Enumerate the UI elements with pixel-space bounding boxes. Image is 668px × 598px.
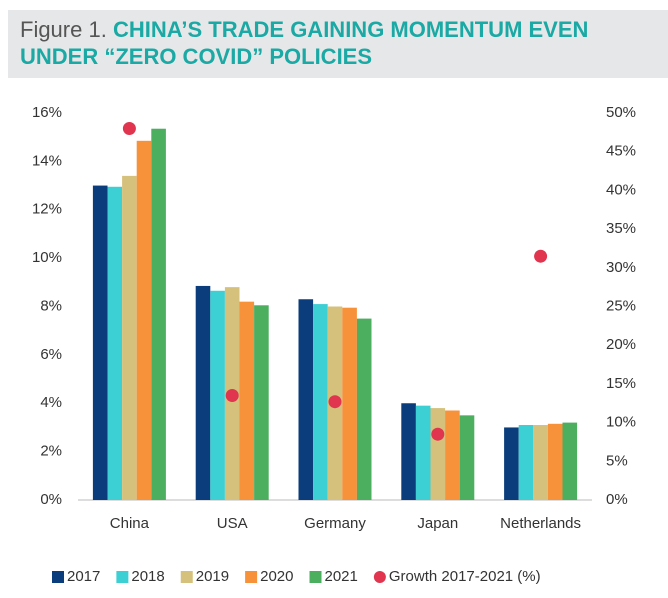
bar <box>239 301 255 500</box>
y-tick-label: 4% <box>40 394 62 411</box>
bar <box>533 425 548 500</box>
bar <box>504 427 519 500</box>
legend-label: 2021 <box>325 568 358 585</box>
x-tick-label: Japan <box>417 515 458 532</box>
growth-dot <box>328 395 342 409</box>
bar <box>547 423 563 500</box>
y2-tick-label: 35% <box>606 220 636 237</box>
bar <box>313 304 328 500</box>
y-tick-label: 8% <box>40 297 62 314</box>
bar <box>107 186 123 500</box>
legend-swatch <box>309 571 322 583</box>
legend-label: 2017 <box>67 568 100 585</box>
y2-tick-label: 45% <box>606 143 636 160</box>
bar <box>445 410 460 500</box>
bar <box>122 175 137 500</box>
bar <box>562 422 578 500</box>
bar <box>151 128 166 501</box>
title-prefix: Figure 1. <box>20 17 107 42</box>
bar <box>430 408 446 500</box>
y-tick-label: 16% <box>32 104 62 121</box>
x-tick-label: USA <box>217 515 248 532</box>
legend-swatch <box>373 571 386 583</box>
growth-dot <box>225 389 239 403</box>
bar <box>342 307 357 500</box>
bar <box>298 299 314 500</box>
bar <box>518 425 534 500</box>
y2-tick-label: 10% <box>606 414 636 431</box>
bar <box>210 290 225 500</box>
y-tick-label: 0% <box>40 491 62 508</box>
bar <box>92 185 108 500</box>
legend-label: 2019 <box>196 568 229 585</box>
y2-tick-label: 20% <box>606 336 636 353</box>
legend-label: 2018 <box>131 568 164 585</box>
growth-dot <box>431 427 445 441</box>
y-tick-label: 6% <box>40 346 62 363</box>
bar <box>356 318 372 500</box>
bar <box>401 403 416 500</box>
x-tick-label: China <box>110 515 150 532</box>
legend-swatch <box>52 571 64 583</box>
legend-swatch <box>116 571 129 583</box>
growth-dot <box>122 121 136 135</box>
y-tick-label: 10% <box>32 249 62 266</box>
bar <box>195 285 211 500</box>
x-tick-label: Netherlands <box>500 515 581 532</box>
y2-tick-label: 15% <box>606 375 636 392</box>
y2-tick-label: 50% <box>606 104 636 121</box>
bar <box>136 140 152 501</box>
y2-tick-label: 40% <box>606 181 636 198</box>
bar <box>415 405 431 500</box>
growth-dot <box>534 249 548 263</box>
bar <box>254 305 269 500</box>
y-tick-label: 2% <box>40 443 62 460</box>
bar <box>459 415 475 500</box>
legend-label: 2020 <box>260 568 293 585</box>
y2-tick-label: 5% <box>606 452 628 469</box>
x-tick-label: Germany <box>304 515 366 532</box>
y2-tick-label: 30% <box>606 259 636 276</box>
y-tick-label: 14% <box>32 152 62 169</box>
legend-label: Growth 2017-2021 (%) <box>389 568 541 585</box>
chart-title: CHINA’S TRADE GAINING MOMENTUM EVEN UNDE… <box>20 17 589 69</box>
legend-swatch <box>245 571 258 583</box>
y2-tick-label: 25% <box>606 297 636 314</box>
header: Figure 1. CHINA’S TRADE GAINING MOMENTUM… <box>8 10 668 78</box>
y2-tick-label: 0% <box>606 491 628 508</box>
y-tick-label: 12% <box>32 201 62 218</box>
legend-swatch <box>180 571 193 583</box>
